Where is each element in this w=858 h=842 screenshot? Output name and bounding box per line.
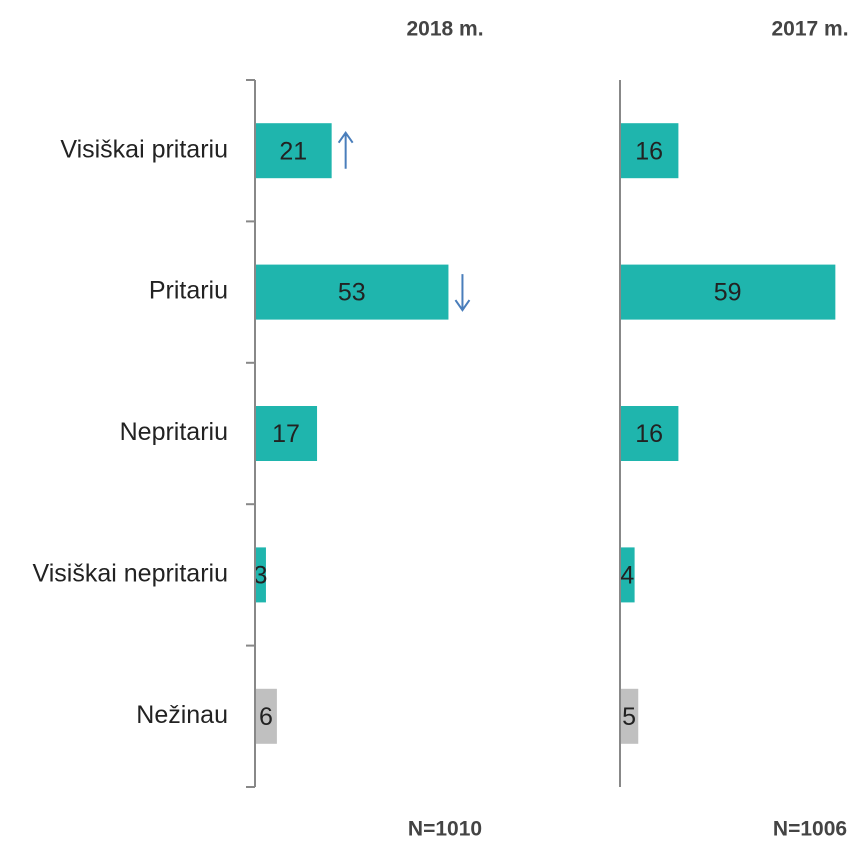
value-label: 6 xyxy=(259,703,273,731)
value-label: 16 xyxy=(635,137,663,165)
bar xyxy=(620,688,639,744)
bar xyxy=(620,406,679,461)
value-label: 59 xyxy=(714,279,742,307)
category-label: Pritariu xyxy=(149,277,228,305)
trend-arrow xyxy=(454,274,471,312)
panel-note: N=1010 xyxy=(408,818,482,841)
category-label: Visiškai pritariu xyxy=(60,135,228,163)
value-label: 3 xyxy=(254,562,268,590)
value-label: 21 xyxy=(279,137,307,165)
value-label: 16 xyxy=(635,420,663,448)
panel-title: 2017 m. xyxy=(771,18,848,41)
category-label: Nežinau xyxy=(136,701,228,729)
bar xyxy=(620,547,635,603)
panel-note: N=1006 xyxy=(773,818,847,841)
value-label: 53 xyxy=(338,279,366,307)
bar xyxy=(255,264,449,320)
bar xyxy=(255,406,318,461)
bar xyxy=(620,264,836,320)
category-label: Nepritariu xyxy=(120,418,228,446)
trend-arrow xyxy=(337,130,354,169)
value-label: 4 xyxy=(620,562,634,590)
bar xyxy=(255,688,277,744)
panel-title: 2018 m. xyxy=(406,18,483,41)
value-label: 5 xyxy=(622,703,636,731)
bar xyxy=(255,123,332,179)
value-label: 17 xyxy=(272,420,300,448)
category-label: Visiškai nepritariu xyxy=(33,560,228,588)
bar xyxy=(620,123,679,179)
bar xyxy=(255,547,266,603)
